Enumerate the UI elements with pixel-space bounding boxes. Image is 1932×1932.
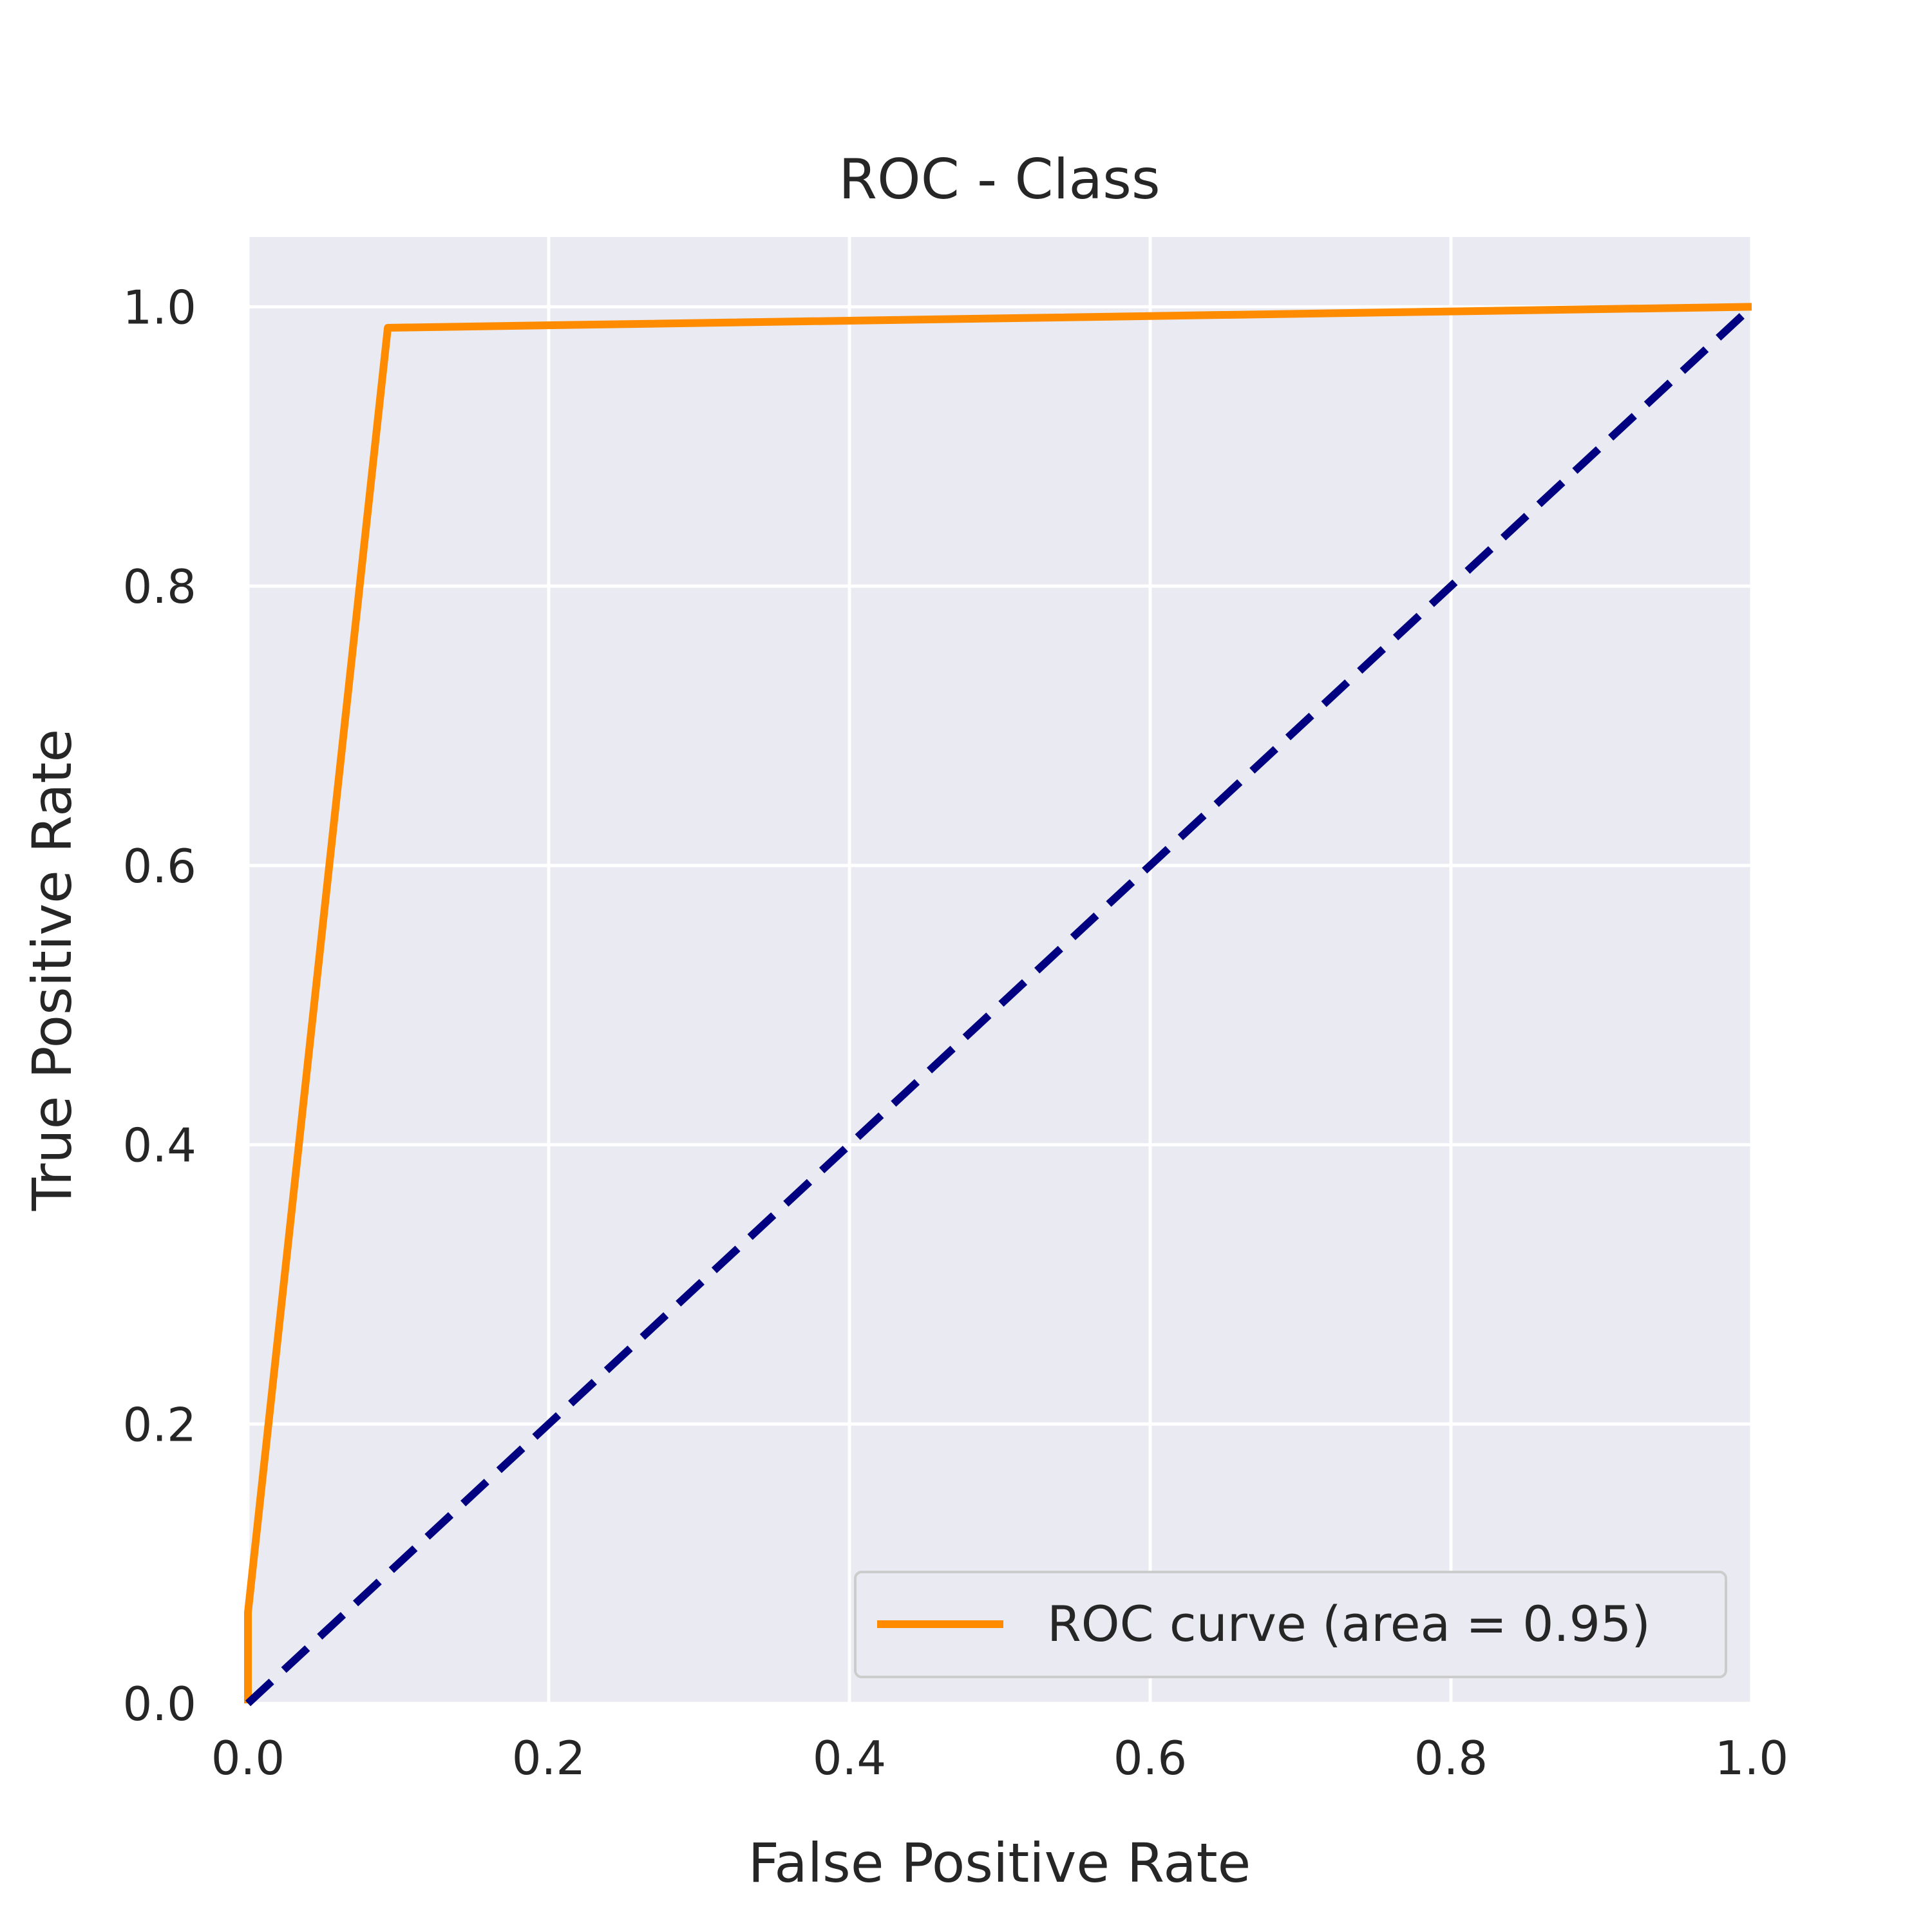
y-tick-label: 0.8 <box>122 560 196 614</box>
plot-area <box>248 237 1752 1703</box>
x-tick-label: 0.4 <box>813 1731 887 1785</box>
legend-box <box>854 1571 1727 1678</box>
roc-curve-line <box>244 303 1752 1703</box>
x-tick-label: 1.0 <box>1715 1731 1789 1785</box>
y-tick-label: 0.6 <box>122 839 196 893</box>
x-axis-label: False Positive Rate <box>748 1832 1251 1895</box>
grid-lines <box>246 237 1754 1705</box>
y-tick-label: 0.0 <box>122 1677 196 1731</box>
x-tick-label: 0.8 <box>1414 1731 1488 1785</box>
x-tick-label: 0.2 <box>512 1731 586 1785</box>
y-tick-label: 0.2 <box>122 1397 196 1452</box>
y-axis-label: True Positive Rate <box>21 729 84 1211</box>
legend: ROC curve (area = 0.95) <box>854 1571 1727 1678</box>
x-tick-label: 0.0 <box>211 1731 285 1785</box>
y-tick-label: 0.4 <box>122 1119 196 1173</box>
chart-title: ROC - Class <box>838 147 1160 212</box>
y-tick-labels: 0.0 0.2 0.4 0.6 0.8 1.0 <box>122 280 196 1731</box>
legend-label: ROC curve (area = 0.95) <box>1047 1595 1651 1653</box>
y-tick-label: 1.0 <box>122 280 196 334</box>
x-tick-labels: 0.0 0.2 0.4 0.6 0.8 1.0 <box>211 1731 1789 1785</box>
x-tick-label: 0.6 <box>1113 1731 1188 1785</box>
series-layer <box>244 303 1755 1707</box>
